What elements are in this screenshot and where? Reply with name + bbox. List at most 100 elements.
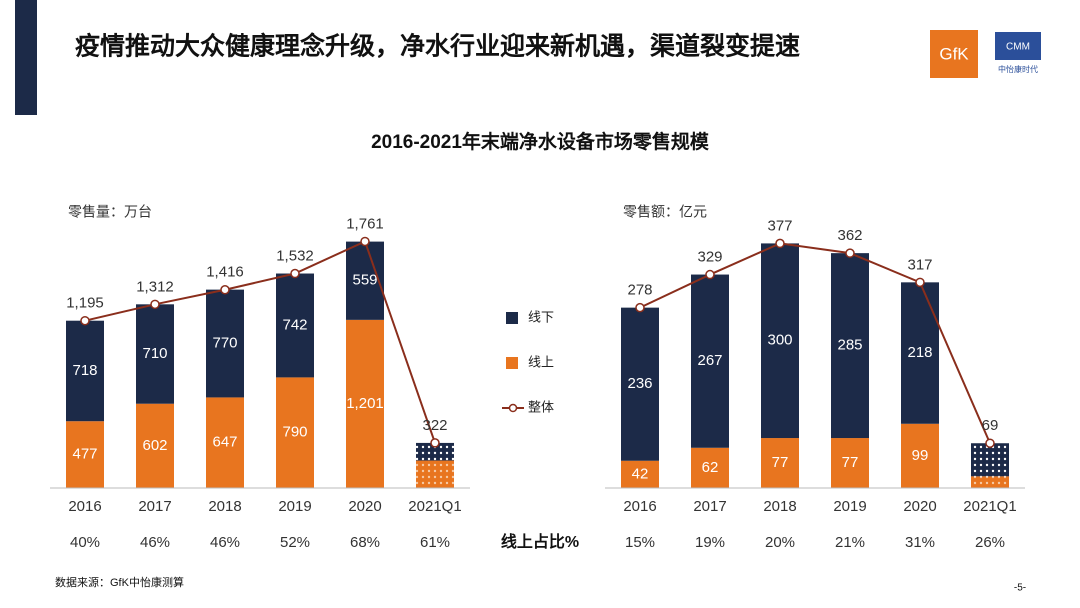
share-label: 31% <box>905 534 935 551</box>
x-tick-label: 2021Q1 <box>408 498 461 515</box>
bar-segment <box>66 320 104 422</box>
legend-label: 线下 <box>528 309 554 324</box>
total-label: 377 <box>767 217 792 234</box>
bar-segment <box>691 274 729 448</box>
x-tick-label: 2017 <box>138 498 171 515</box>
x-tick-label: 2016 <box>623 498 656 515</box>
total-label: 362 <box>837 227 862 244</box>
bar-segment <box>416 460 454 488</box>
segment-label: 710 <box>142 345 167 362</box>
cmm-logo-sub: 中怡康时代 <box>998 64 1038 74</box>
total-point <box>80 315 90 326</box>
segment-label: 285 <box>837 337 862 354</box>
total-label: 329 <box>697 249 722 266</box>
legend-swatch <box>506 312 518 324</box>
segment-label: 77 <box>842 454 859 471</box>
segment-label: 267 <box>697 352 722 369</box>
segment-label: 790 <box>282 424 307 441</box>
bar-segment <box>971 476 1009 488</box>
total-label: 1,532 <box>276 247 314 264</box>
total-label: 278 <box>627 282 652 299</box>
chart-title: 2016-2021年末端净水设备市场零售规模 <box>371 130 710 153</box>
bar-segment <box>831 438 869 488</box>
bar-segment <box>346 319 384 488</box>
total-line <box>84 240 436 444</box>
x-tick-label: 2021Q1 <box>963 498 1016 515</box>
total-label: 69 <box>982 417 999 434</box>
x-tick-label: 2016 <box>68 498 101 515</box>
total-label: 1,416 <box>206 264 244 281</box>
segment-label: 742 <box>282 316 307 333</box>
share-label: 15% <box>625 534 655 551</box>
bar-segment <box>416 442 454 461</box>
x-tick-label: 2020 <box>348 498 381 515</box>
bar-segment <box>206 289 244 398</box>
segment-label: 559 <box>352 272 377 289</box>
share-label: 52% <box>280 534 310 551</box>
segment-label: 218 <box>907 344 932 361</box>
bar-segment <box>66 421 104 488</box>
segment-label: 647 <box>212 434 237 451</box>
y-axis-label: 零售量：万台 <box>68 204 152 220</box>
segment-label: 602 <box>142 437 167 454</box>
bar-segment <box>761 243 799 439</box>
total-point <box>985 438 995 448</box>
share-label: 46% <box>140 534 170 551</box>
bar-segment <box>136 403 174 488</box>
share-label: 40% <box>70 534 100 551</box>
total-label: 1,761 <box>346 215 384 232</box>
bar-segment <box>901 282 939 424</box>
page-number: -5- <box>1014 583 1026 594</box>
segment-label: 770 <box>212 334 237 351</box>
share-row-label: 线上占比% <box>501 532 579 551</box>
legend-point <box>508 403 518 413</box>
x-tick-label: 2018 <box>208 498 241 515</box>
legend-swatch <box>506 357 518 369</box>
segment-label: 62 <box>702 459 719 476</box>
total-point <box>220 285 230 295</box>
accent-bar <box>15 0 37 115</box>
total-point <box>635 302 645 313</box>
bar-segment <box>136 304 174 404</box>
total-label: 1,312 <box>136 278 174 295</box>
segment-label: 77 <box>772 454 789 471</box>
bar-segment <box>691 447 729 488</box>
segment-label: 477 <box>72 446 97 463</box>
bar-segment <box>761 438 799 488</box>
source-note: 数据来源：GfK中怡康测算 <box>55 575 184 589</box>
share-label: 19% <box>695 534 725 551</box>
segment-label: 718 <box>72 362 97 379</box>
share-label: 21% <box>835 534 865 551</box>
total-point <box>915 277 925 288</box>
bar-segment <box>971 443 1009 477</box>
total-point <box>150 299 160 310</box>
y-axis-label: 零售额：亿元 <box>623 204 707 220</box>
cmm-logo <box>995 32 1041 60</box>
segment-label: 236 <box>627 375 652 392</box>
share-label: 46% <box>210 534 240 551</box>
share-label: 26% <box>975 534 1005 551</box>
cmm-logo-text: CMM <box>1006 42 1030 53</box>
bar-segment <box>831 253 869 439</box>
total-point <box>845 248 855 258</box>
total-label: 1,195 <box>66 295 104 312</box>
bar-segment <box>621 307 659 461</box>
bar-segment <box>276 377 314 488</box>
segment-label: 1,201 <box>346 395 384 412</box>
bar-segment <box>901 423 939 488</box>
legend-label: 整体 <box>528 399 554 414</box>
x-tick-label: 2018 <box>763 498 796 515</box>
legend-label: 线上 <box>528 354 554 369</box>
bar-segment <box>206 397 244 488</box>
total-point <box>360 236 370 247</box>
x-tick-label: 2020 <box>903 498 936 515</box>
total-label: 322 <box>422 417 447 434</box>
segment-label: 300 <box>767 332 792 349</box>
gfk-logo-text: GfK <box>939 44 969 63</box>
segment-label: 42 <box>632 465 649 482</box>
total-label: 317 <box>907 256 932 273</box>
share-label: 61% <box>420 534 450 551</box>
x-tick-label: 2019 <box>278 498 311 515</box>
total-line <box>639 242 991 444</box>
